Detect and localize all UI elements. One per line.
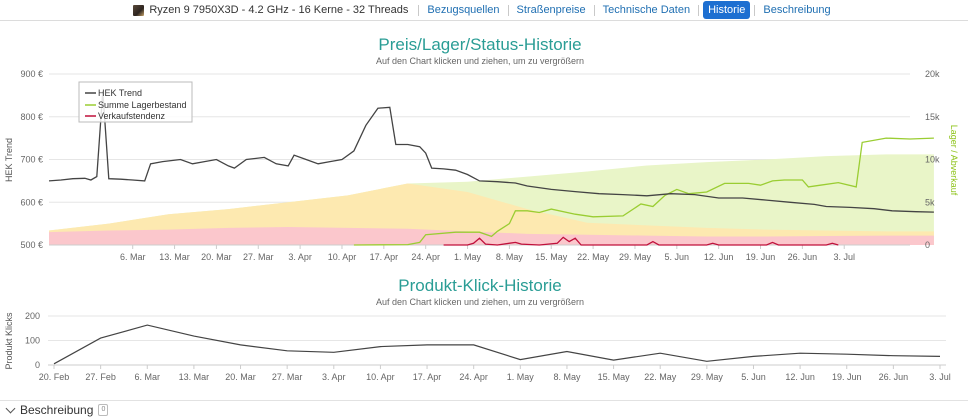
description-badge: 0 xyxy=(98,404,109,416)
tab-beschreibung[interactable]: Beschreibung xyxy=(763,4,831,16)
click-x-tick-label: 19. Jun xyxy=(832,372,862,382)
right-y-tick-label: 15k xyxy=(925,112,940,122)
x-tick-label: 6. Mar xyxy=(120,252,146,262)
click-x-tick-label: 10. Apr xyxy=(366,372,395,382)
click-x-tick-label: 3. Jul xyxy=(929,372,951,382)
nav-divider xyxy=(507,4,509,16)
tab-bezugsquellen[interactable]: Bezugsquellen xyxy=(427,4,500,16)
legend-label-summe-lagerbestand[interactable]: Summe Lagerbestand xyxy=(98,100,187,110)
price-chart-x-axis: 6. Mar 13. Mar 20. Mar 27. Mar 3. Apr 10. Apr… xyxy=(49,244,910,262)
click-x-tick-label: 22. May xyxy=(644,372,677,382)
price-chart-right-axis-title: Lager / Abverkauf xyxy=(949,125,959,196)
left-y-tick-label: 900 € xyxy=(20,69,43,79)
click-x-tick-label: 15. May xyxy=(598,372,631,382)
price-chart-right-axis: 20k 15k 10k 5k 0 xyxy=(925,69,940,250)
x-tick-label: 24. Apr xyxy=(411,252,440,262)
left-y-tick-label: 800 € xyxy=(20,112,43,122)
click-chart-subtitle: Auf den Chart klicken und ziehen, um zu … xyxy=(376,297,584,307)
product-name: Ryzen 9 7950X3D - 4.2 GHz - 16 Kerne - 3… xyxy=(149,4,409,16)
x-tick-label: 27. Mar xyxy=(243,252,274,262)
price-chart-subtitle: Auf den Chart klicken und ziehen, um zu … xyxy=(376,56,584,66)
description-section[interactable]: Beschreibung 0 xyxy=(0,400,968,419)
click-x-tick-label: 27. Feb xyxy=(85,372,116,382)
click-x-tick-label: 5. Jun xyxy=(741,372,766,382)
x-tick-label: 8. May xyxy=(496,252,524,262)
click-x-tick-label: 8. May xyxy=(553,372,581,382)
left-y-tick-label: 500 € xyxy=(20,240,43,250)
nav-divider xyxy=(698,4,700,16)
series-hek-trend xyxy=(48,91,934,213)
x-tick-label: 22. May xyxy=(577,252,610,262)
x-tick-label: 5. Jun xyxy=(665,252,690,262)
nav-divider xyxy=(593,4,595,16)
click-x-tick-label: 3. Apr xyxy=(322,372,346,382)
x-tick-label: 13. Mar xyxy=(159,252,190,262)
x-tick-label: 19. Jun xyxy=(746,252,776,262)
x-tick-label: 10. Apr xyxy=(328,252,357,262)
right-y-tick-label: 0 xyxy=(925,240,930,250)
product-nav: Ryzen 9 7950X3D - 4.2 GHz - 16 Kerne - 3… xyxy=(0,0,968,21)
x-tick-label: 15. May xyxy=(535,252,568,262)
price-chart-left-axis: 900 € 800 € 700 € 600 € 500 € xyxy=(20,69,43,250)
x-tick-label: 12. Jun xyxy=(704,252,734,262)
x-tick-label: 1. May xyxy=(454,252,482,262)
left-y-tick-label: 600 € xyxy=(20,197,43,207)
right-y-tick-label: 10k xyxy=(925,155,940,165)
legend-label-verkaufstendenz[interactable]: Verkaufstendenz xyxy=(98,111,166,121)
x-tick-label: 3. Jul xyxy=(833,252,855,262)
chevron-down-icon[interactable] xyxy=(5,403,16,414)
x-tick-label: 17. Apr xyxy=(370,252,399,262)
tab-historie[interactable]: Historie xyxy=(703,1,751,19)
series-summe-lagerbestand xyxy=(353,137,934,246)
nav-divider xyxy=(418,4,420,16)
right-y-tick-label: 5k xyxy=(925,197,935,207)
price-chart-left-axis-title: HEK Trend xyxy=(4,138,14,182)
click-chart-x-axis: 20. Feb 27. Feb 6. Mar 13. Mar 20. Mar 27. Ma… xyxy=(39,364,951,382)
legend-box xyxy=(78,81,193,123)
click-x-tick-label: 12. Jun xyxy=(785,372,815,382)
legend-label-hek-trend[interactable]: HEK Trend xyxy=(98,88,142,98)
click-chart-gridlines xyxy=(48,315,946,366)
x-tick-label: 20. Mar xyxy=(201,252,232,262)
product-title: Ryzen 9 7950X3D - 4.2 GHz - 16 Kerne - 3… xyxy=(133,4,408,16)
click-chart-title: Produkt-Klick-Historie xyxy=(398,276,561,295)
description-section-label: Beschreibung xyxy=(20,403,94,417)
series-verkaufstendenz xyxy=(443,236,839,246)
click-chart-y-axis-title: Produkt Klicks xyxy=(4,312,14,370)
x-tick-label: 26. Jun xyxy=(788,252,818,262)
price-chart-title: Preis/Lager/Status-Historie xyxy=(378,35,581,54)
tab-strassenpreise[interactable]: Straßenpreise xyxy=(516,4,586,16)
click-x-tick-label: 13. Mar xyxy=(179,372,210,382)
click-y-tick-label: 200 xyxy=(25,311,40,321)
x-tick-label: 29. May xyxy=(619,252,652,262)
series-produkt-klicks xyxy=(53,324,941,365)
click-x-tick-label: 6. Mar xyxy=(135,372,161,382)
price-chart-bands xyxy=(49,154,934,245)
left-y-tick-label: 700 € xyxy=(20,155,43,165)
click-y-tick-label: 0 xyxy=(35,360,40,370)
right-y-tick-label: 20k xyxy=(925,69,940,79)
charts-area[interactable]: Preis/Lager/Status-Historie Auf den Char… xyxy=(0,20,968,400)
click-history-chart[interactable]: Produkt-Klick-Historie Auf den Chart kli… xyxy=(4,276,951,382)
click-x-tick-label: 24. Apr xyxy=(459,372,488,382)
click-x-tick-label: 20. Mar xyxy=(225,372,256,382)
click-x-tick-label: 1. May xyxy=(507,372,535,382)
x-tick-label: 3. Apr xyxy=(288,252,312,262)
click-x-tick-label: 26. Jun xyxy=(879,372,909,382)
price-stock-chart[interactable]: Preis/Lager/Status-Historie Auf den Char… xyxy=(4,35,959,262)
click-chart-y-axis: 200 100 0 xyxy=(25,311,40,370)
click-x-tick-label: 17. Apr xyxy=(413,372,442,382)
click-x-tick-label: 29. May xyxy=(691,372,724,382)
tab-technische-daten[interactable]: Technische Daten xyxy=(602,4,691,16)
price-chart-legend: HEK Trend Summe Lagerbestand Verkaufsten… xyxy=(78,81,193,123)
nav-divider xyxy=(754,4,756,16)
cpu-chip-icon xyxy=(133,4,145,16)
click-x-tick-label: 20. Feb xyxy=(39,372,70,382)
click-y-tick-label: 100 xyxy=(25,336,40,346)
click-x-tick-label: 27. Mar xyxy=(272,372,303,382)
